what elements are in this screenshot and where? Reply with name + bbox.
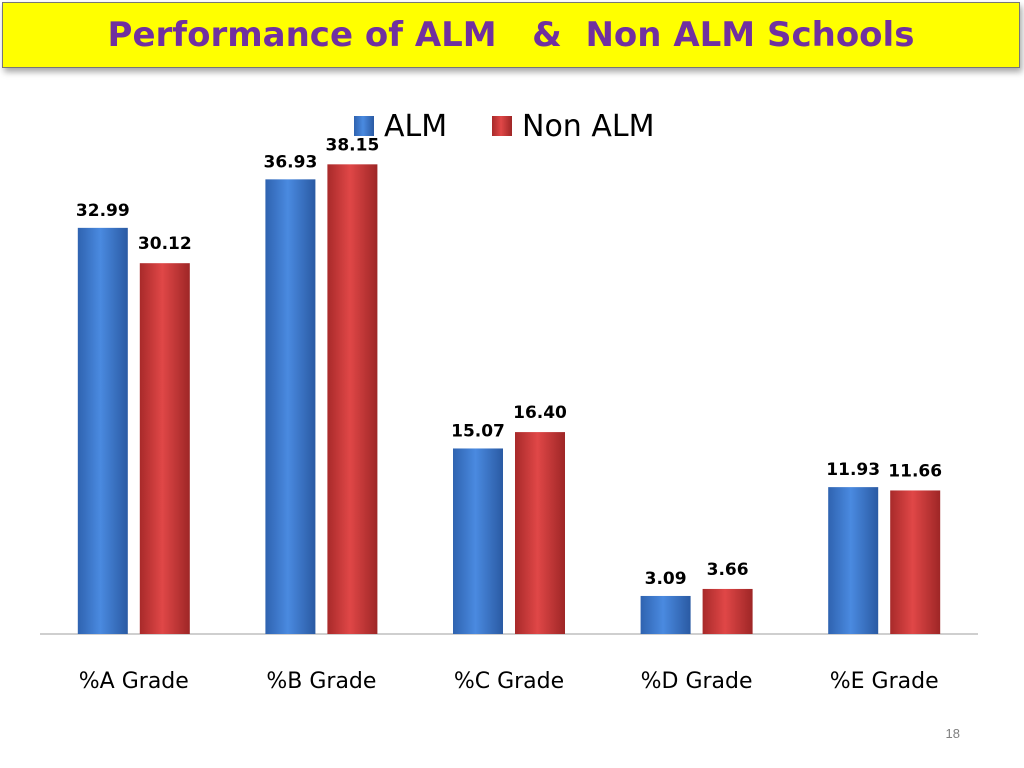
page-number: 18 bbox=[945, 726, 960, 741]
data-label-non-alm-1: 38.15 bbox=[326, 135, 380, 155]
bar-non-alm-2 bbox=[515, 432, 565, 634]
bar-non-alm-3 bbox=[702, 588, 753, 634]
data-label-alm-3: 3.09 bbox=[645, 569, 687, 589]
x-tick-label-3: %D Grade bbox=[641, 669, 753, 694]
title-bar: Performance of ALM & Non ALM Schools bbox=[2, 2, 1020, 68]
data-label-non-alm-4: 11.66 bbox=[888, 461, 942, 481]
bar-alm-4 bbox=[828, 487, 879, 634]
data-label-non-alm-2: 16.40 bbox=[513, 403, 567, 423]
legend-label-alm: ALM bbox=[384, 109, 447, 144]
x-tick-label-0: %A Grade bbox=[79, 669, 189, 694]
bar-alm-2 bbox=[453, 448, 503, 634]
data-label-alm-2: 15.07 bbox=[451, 421, 505, 441]
bar-alm-0 bbox=[77, 227, 128, 634]
data-label-non-alm-3: 3.66 bbox=[707, 560, 749, 580]
legend: ALM Non ALM bbox=[354, 109, 654, 144]
data-label-non-alm-0: 30.12 bbox=[138, 234, 192, 254]
x-tick-label-4: %E Grade bbox=[830, 669, 939, 694]
bar-alm-1 bbox=[265, 179, 316, 635]
data-label-alm-0: 32.99 bbox=[76, 201, 130, 221]
legend-swatch-non-alm bbox=[492, 116, 512, 136]
data-label-alm-1: 36.93 bbox=[264, 152, 318, 172]
bar-alm-3 bbox=[640, 595, 691, 634]
bar-non-alm-4 bbox=[890, 490, 941, 634]
legend-swatch-alm bbox=[354, 116, 374, 136]
data-label-alm-4: 11.93 bbox=[826, 460, 880, 480]
legend-label-non-alm: Non ALM bbox=[522, 109, 654, 144]
x-tick-label-1: %B Grade bbox=[266, 669, 376, 694]
bar-non-alm-0 bbox=[139, 263, 190, 634]
bar-non-alm-1 bbox=[327, 164, 378, 634]
x-tick-label-2: %C Grade bbox=[454, 669, 564, 694]
slide-title: Performance of ALM & Non ALM Schools bbox=[107, 15, 915, 55]
